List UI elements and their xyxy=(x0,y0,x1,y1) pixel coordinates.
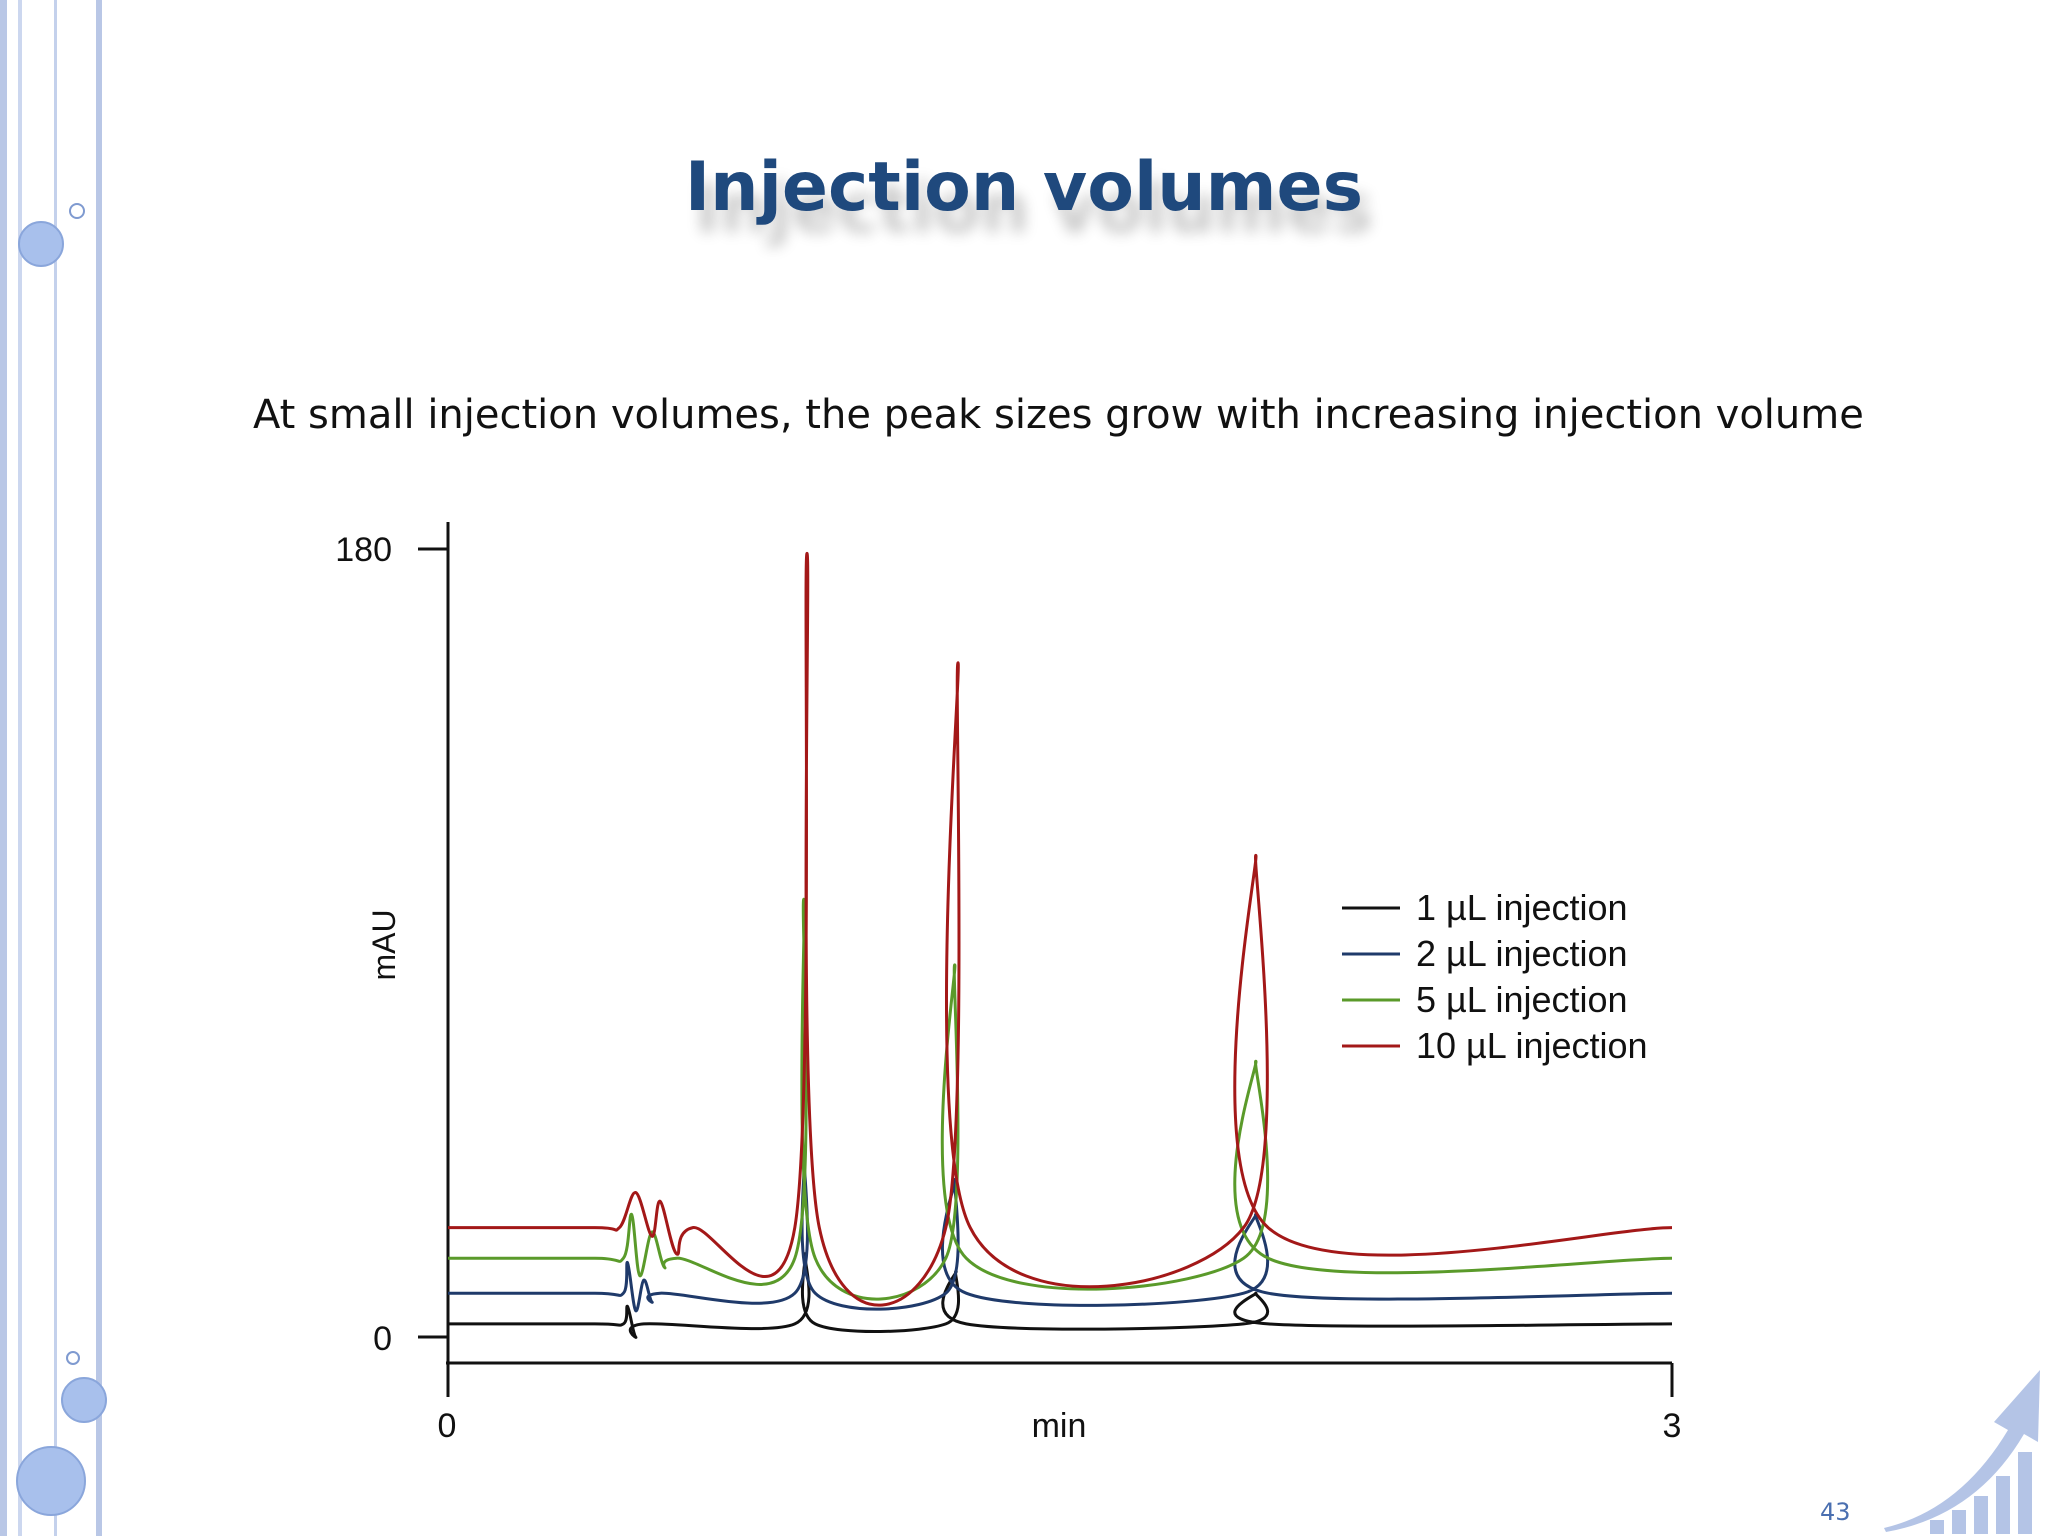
rail-bubble-icon xyxy=(16,1446,86,1516)
rail-stripe xyxy=(54,0,57,1536)
y-axis xyxy=(418,522,450,1396)
x-axis xyxy=(446,1361,1674,1397)
slide-subtitle: At small injection volumes, the peak siz… xyxy=(253,392,1864,438)
left-decorative-rail xyxy=(0,0,107,1536)
series-line-1 xyxy=(447,1252,1673,1339)
legend-label-1: 1 µL injection xyxy=(1416,887,1628,928)
legend-label-2: 2 µL injection xyxy=(1416,933,1628,974)
y-tick-label-0: 0 xyxy=(373,1320,392,1358)
series-layer xyxy=(447,551,1673,1339)
rail-bubble-icon xyxy=(69,203,85,219)
y-tick-label-180: 180 xyxy=(335,531,392,569)
rail-bubble-icon xyxy=(66,1351,80,1365)
rail-bubble-icon xyxy=(18,221,64,267)
series-line-4 xyxy=(447,551,1673,1307)
rail-stripe xyxy=(0,0,7,1536)
page-number: 43 xyxy=(1820,1498,1851,1526)
rail-stripe xyxy=(18,0,22,1536)
legend-label-4: 10 µL injection xyxy=(1416,1025,1648,1066)
slide-title: Injection volumes xyxy=(684,148,1364,227)
x-tick-label-3: 3 xyxy=(1663,1407,1682,1445)
x-tick-label-0: 0 xyxy=(438,1407,457,1445)
growth-chart-arrow-icon xyxy=(1884,1370,2040,1534)
legend-label-3: 5 µL injection xyxy=(1416,979,1628,1020)
rail-stripe xyxy=(96,0,102,1536)
series-line-3 xyxy=(448,897,1673,1301)
rail-bubble-icon xyxy=(61,1377,107,1423)
y-axis-title: mAU xyxy=(366,909,402,980)
x-axis-title: min xyxy=(1032,1407,1087,1445)
legend: 1 µL injection 2 µL injection 5 µL injecti… xyxy=(1342,887,1648,1066)
